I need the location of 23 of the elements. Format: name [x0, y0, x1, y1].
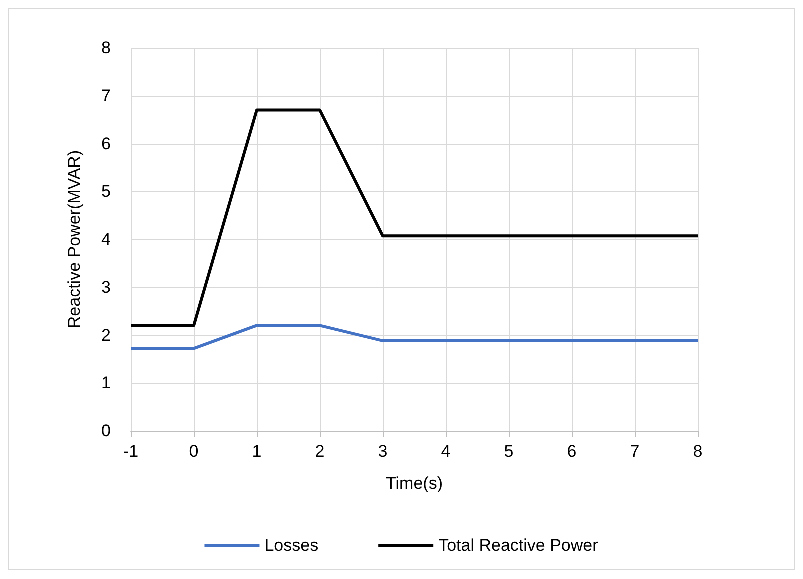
y-tick-label: 4	[102, 230, 111, 249]
y-tick-label: 0	[102, 422, 111, 440]
x-tick-label: 7	[630, 442, 640, 461]
x-axis-title: Time(s)	[386, 474, 443, 493]
legend-label: Total Reactive Power	[438, 536, 599, 555]
y-tick-label: 6	[102, 134, 111, 154]
x-tick-label: 6	[567, 442, 577, 461]
y-tick-label: 1	[102, 374, 111, 393]
y-tick-label: 3	[102, 278, 111, 297]
x-tick-label: 8	[693, 442, 703, 461]
x-tick-label: 1	[252, 442, 262, 461]
x-tick-label: 4	[441, 442, 451, 461]
y-tick-label: 2	[102, 326, 111, 345]
y-tick-label: 7	[102, 86, 111, 106]
y-tick-label: 5	[102, 182, 111, 202]
x-tick-label: 3	[378, 442, 388, 461]
legend-label: Losses	[264, 536, 319, 555]
x-tick-label: 5	[504, 442, 514, 461]
x-tick-label: 0	[189, 442, 199, 461]
y-axis-title: Reactive Power(MVAR)	[65, 150, 84, 329]
x-tick-label: 2	[315, 442, 325, 461]
x-tick-label: -1	[123, 442, 139, 461]
y-tick-label: 8	[102, 38, 111, 58]
